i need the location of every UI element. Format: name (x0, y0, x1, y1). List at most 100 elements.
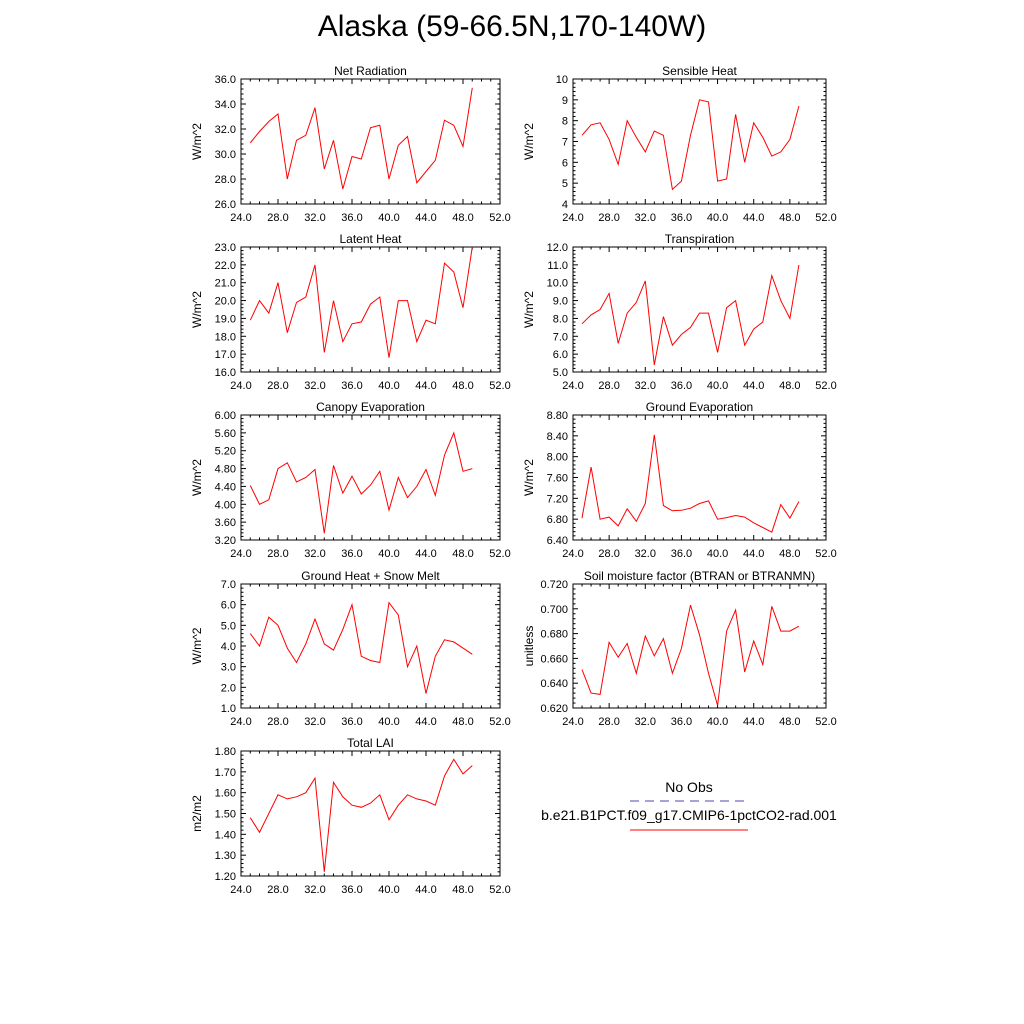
y-tick-label: 23.0 (215, 242, 236, 254)
y-tick-label: 2.0 (221, 682, 236, 694)
x-tick-label: 40.0 (378, 380, 399, 392)
x-tick-label: 48.0 (779, 212, 800, 224)
panel-title: Soil moisture factor (BTRAN or BTRANMN) (584, 569, 815, 583)
x-tick-label: 48.0 (452, 548, 473, 560)
x-tick-label: 36.0 (341, 716, 362, 728)
y-tick-label: 6.0 (221, 600, 236, 612)
x-tick-label: 32.0 (304, 884, 325, 896)
y-tick-label: 1.60 (215, 788, 236, 800)
x-tick-label: 48.0 (779, 548, 800, 560)
x-tick-label: 40.0 (378, 884, 399, 896)
x-tick-label: 44.0 (743, 380, 764, 392)
x-tick-label: 40.0 (378, 212, 399, 224)
x-tick-label: 48.0 (452, 716, 473, 728)
y-tick-label: 6.80 (547, 514, 568, 526)
x-tick-label: 24.0 (562, 548, 583, 560)
x-tick-label: 44.0 (743, 212, 764, 224)
y-tick-label: 36.0 (215, 74, 236, 86)
y-axis-label: W/m^2 (190, 459, 204, 496)
y-tick-label: 12.0 (547, 242, 568, 254)
panel-sensible-heat: Sensible Heat 24.0 28.0 32.0 36.0 40.0 44.0 48.… (522, 64, 837, 224)
series-line (249, 758, 473, 872)
y-tick-label: 0.620 (540, 703, 568, 715)
legend-model-label: b.e21.B1PCT.f09_g17.CMIP6-1pctCO2-rad.00… (541, 807, 837, 823)
x-tick-label: 52.0 (489, 884, 510, 896)
x-tick-label: 36.0 (341, 212, 362, 224)
y-tick-label: 1.20 (215, 871, 236, 883)
x-tick-label: 48.0 (452, 884, 473, 896)
y-tick-label: 7.20 (547, 493, 568, 505)
y-tick-label: 4 (562, 199, 568, 211)
x-tick-label: 32.0 (304, 548, 325, 560)
x-tick-label: 28.0 (267, 548, 288, 560)
y-tick-label: 28.0 (215, 174, 236, 186)
x-tick-label: 40.0 (707, 716, 728, 728)
x-tick-label: 24.0 (230, 212, 251, 224)
y-tick-label: 20.0 (215, 296, 236, 308)
y-tick-label: 1.70 (215, 767, 236, 779)
y-tick-label: 1.0 (221, 703, 236, 715)
panel-title: Sensible Heat (662, 64, 737, 78)
y-tick-label: 1.30 (215, 850, 236, 862)
x-tick-label: 52.0 (489, 380, 510, 392)
legend: No Obs b.e21.B1PCT.f09_g17.CMIP6-1pctCO2-… (541, 779, 837, 831)
x-tick-label: 28.0 (267, 380, 288, 392)
y-tick-label: 4.0 (221, 641, 236, 653)
y-tick-label: 8.40 (547, 431, 568, 443)
x-tick-label: 32.0 (635, 548, 656, 560)
y-tick-label: 5 (562, 178, 568, 190)
y-tick-label: 19.0 (215, 313, 236, 325)
x-tick-label: 48.0 (779, 380, 800, 392)
x-tick-label: 36.0 (671, 380, 692, 392)
x-tick-label: 28.0 (598, 548, 619, 560)
y-tick-label: 5.20 (215, 446, 236, 458)
x-tick-label: 52.0 (489, 548, 510, 560)
x-tick-label: 32.0 (635, 716, 656, 728)
y-tick-label: 0.660 (540, 653, 568, 665)
x-tick-label: 44.0 (743, 548, 764, 560)
y-axis-label: W/m^2 (522, 291, 536, 328)
panel-title: Ground Evaporation (646, 400, 753, 414)
y-axis-label: W/m^2 (190, 291, 204, 328)
y-tick-label: 17.0 (215, 349, 236, 361)
y-tick-label: 3.60 (215, 517, 236, 529)
x-tick-label: 48.0 (779, 716, 800, 728)
series-line (581, 604, 800, 706)
y-tick-label: 21.0 (215, 278, 236, 290)
y-tick-label: 26.0 (215, 199, 236, 211)
x-tick-label: 36.0 (671, 212, 692, 224)
y-tick-label: 8.80 (547, 410, 568, 422)
x-tick-label: 28.0 (598, 380, 619, 392)
x-tick-label: 32.0 (304, 212, 325, 224)
panel-net-radiation: Net Radiation 24.0 28.0 32.0 36.0 40.0 44.0 48.… (190, 64, 511, 224)
panel-title: Canopy Evaporation (316, 400, 425, 414)
y-tick-label: 16.0 (215, 367, 236, 379)
x-tick-label: 52.0 (815, 380, 836, 392)
y-tick-label: 22.0 (215, 260, 236, 272)
y-tick-label: 1.50 (215, 809, 236, 821)
x-tick-label: 24.0 (230, 548, 251, 560)
series-line (249, 601, 473, 694)
y-tick-label: 0.700 (540, 604, 568, 616)
x-tick-label: 24.0 (562, 212, 583, 224)
y-tick-label: 0.640 (540, 678, 568, 690)
y-tick-label: 5.0 (553, 367, 568, 379)
x-tick-label: 28.0 (267, 212, 288, 224)
x-tick-label: 40.0 (707, 212, 728, 224)
panel-total-lai: Total LAI 24.0 28.0 32.0 36.0 40.0 44.0 48.0 52.… (190, 736, 511, 896)
y-tick-label: 18.0 (215, 331, 236, 343)
y-tick-label: 7.0 (553, 331, 568, 343)
x-tick-label: 48.0 (452, 380, 473, 392)
y-tick-label: 5.0 (221, 620, 236, 632)
y-tick-label: 9.0 (553, 296, 568, 308)
plot-frame (572, 246, 827, 373)
x-tick-label: 52.0 (815, 716, 836, 728)
plot-frame (240, 246, 501, 373)
x-tick-label: 40.0 (707, 380, 728, 392)
y-tick-label: 6.0 (553, 349, 568, 361)
y-tick-label: 5.60 (215, 428, 236, 440)
y-tick-label: 7 (562, 137, 568, 149)
x-tick-label: 24.0 (562, 380, 583, 392)
panel-title: Latent Heat (339, 232, 402, 246)
